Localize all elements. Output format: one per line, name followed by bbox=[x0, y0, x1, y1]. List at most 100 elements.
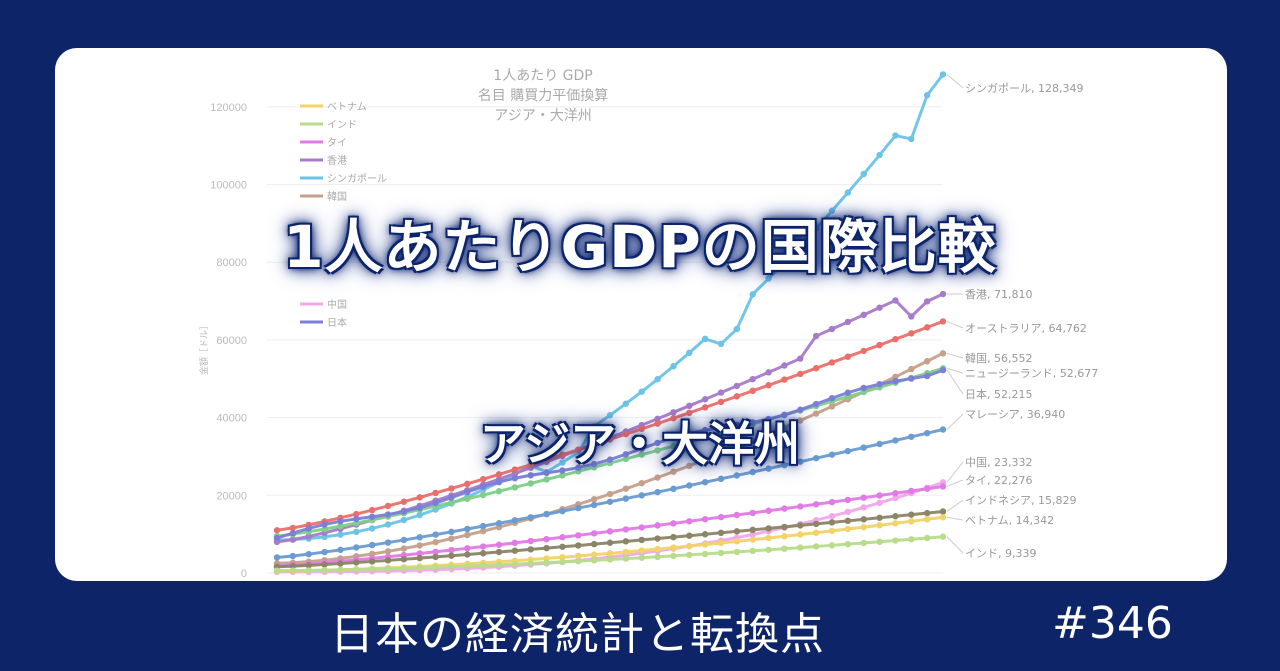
data-point bbox=[923, 516, 931, 523]
data-point bbox=[860, 504, 867, 511]
data-point bbox=[670, 485, 677, 493]
data-point bbox=[590, 496, 598, 503]
data-point bbox=[321, 548, 328, 556]
data-point bbox=[939, 350, 947, 357]
data-point bbox=[812, 400, 820, 408]
data-point bbox=[686, 542, 693, 550]
data-point bbox=[384, 557, 392, 564]
data-point bbox=[844, 353, 852, 360]
data-point bbox=[511, 547, 519, 554]
chart-card: 0 20000 40000 60000 80000 100000 120000 金額［ドル］ 1… bbox=[55, 48, 1227, 581]
data-point bbox=[464, 545, 471, 552]
data-point bbox=[828, 207, 836, 214]
y-axis-label: 金額［ドル］ bbox=[198, 321, 210, 375]
data-point bbox=[622, 526, 630, 533]
data-point bbox=[527, 480, 534, 487]
data-point bbox=[400, 545, 408, 552]
data-point bbox=[670, 442, 677, 450]
data-point bbox=[622, 485, 630, 492]
legend-label: ベトナム bbox=[327, 101, 367, 113]
data-point bbox=[527, 514, 534, 521]
data-point bbox=[717, 450, 725, 457]
data-point bbox=[654, 553, 661, 561]
data-point bbox=[765, 382, 772, 389]
data-point bbox=[701, 541, 709, 548]
y-tick-label: 60000 bbox=[216, 335, 247, 347]
data-point bbox=[384, 521, 392, 528]
data-point bbox=[765, 415, 772, 423]
data-point bbox=[908, 330, 915, 337]
data-point bbox=[860, 523, 867, 531]
data-point bbox=[670, 533, 677, 541]
data-point bbox=[575, 542, 582, 549]
data-point bbox=[733, 443, 741, 451]
data-point bbox=[384, 502, 392, 510]
data-point bbox=[543, 469, 550, 477]
data-point bbox=[860, 494, 867, 501]
data-point bbox=[812, 410, 820, 417]
data-point bbox=[876, 341, 883, 349]
data-point bbox=[590, 441, 598, 448]
data-point bbox=[495, 471, 503, 478]
data-point bbox=[416, 554, 423, 562]
data-point bbox=[638, 554, 645, 561]
data-point bbox=[828, 519, 836, 526]
data-point bbox=[701, 531, 709, 538]
data-point bbox=[749, 547, 756, 555]
data-point bbox=[606, 456, 614, 463]
data-point bbox=[479, 527, 487, 535]
data-point bbox=[337, 531, 344, 538]
data-point bbox=[844, 508, 852, 516]
data-point bbox=[289, 536, 297, 543]
data-point bbox=[686, 462, 693, 470]
data-point bbox=[781, 362, 788, 369]
data-point bbox=[622, 455, 630, 463]
data-point bbox=[464, 480, 471, 488]
data-point bbox=[908, 518, 915, 525]
data-point bbox=[939, 514, 947, 521]
data-point bbox=[749, 375, 756, 383]
data-point bbox=[511, 475, 519, 482]
data-point bbox=[812, 543, 820, 550]
series-end-label: 香港, 71,810 bbox=[965, 288, 1032, 301]
data-point bbox=[686, 482, 693, 489]
data-point bbox=[479, 475, 487, 483]
data-point bbox=[812, 332, 820, 340]
data-point bbox=[606, 556, 614, 563]
data-point bbox=[749, 536, 756, 543]
data-point bbox=[606, 412, 614, 419]
data-point bbox=[670, 544, 677, 551]
data-point bbox=[495, 548, 503, 556]
data-point bbox=[765, 369, 772, 376]
label-leader bbox=[946, 536, 964, 554]
data-point bbox=[432, 538, 439, 546]
data-point bbox=[273, 534, 281, 542]
data-point bbox=[543, 559, 550, 566]
data-point bbox=[670, 409, 677, 416]
data-point bbox=[923, 92, 931, 99]
data-point bbox=[876, 522, 883, 529]
chart-title-line: 1人あたり GDP bbox=[493, 68, 592, 84]
data-point bbox=[876, 380, 883, 388]
data-point bbox=[781, 411, 788, 419]
legend-label: タイ bbox=[327, 137, 347, 149]
data-point bbox=[908, 375, 915, 382]
data-point bbox=[289, 529, 297, 537]
data-point bbox=[797, 458, 804, 465]
data-point bbox=[353, 515, 360, 523]
data-point bbox=[717, 340, 725, 348]
data-point bbox=[559, 459, 566, 466]
data-point bbox=[717, 549, 725, 557]
data-point bbox=[781, 523, 788, 531]
data-point bbox=[622, 451, 630, 458]
data-point bbox=[908, 365, 915, 373]
data-point bbox=[939, 318, 947, 325]
label-leader bbox=[946, 499, 964, 512]
label-leader bbox=[946, 516, 964, 521]
data-point bbox=[622, 430, 630, 438]
data-point bbox=[765, 534, 772, 542]
data-point bbox=[876, 492, 883, 499]
data-point bbox=[416, 564, 423, 571]
data-point bbox=[670, 434, 677, 441]
data-point bbox=[701, 434, 709, 441]
